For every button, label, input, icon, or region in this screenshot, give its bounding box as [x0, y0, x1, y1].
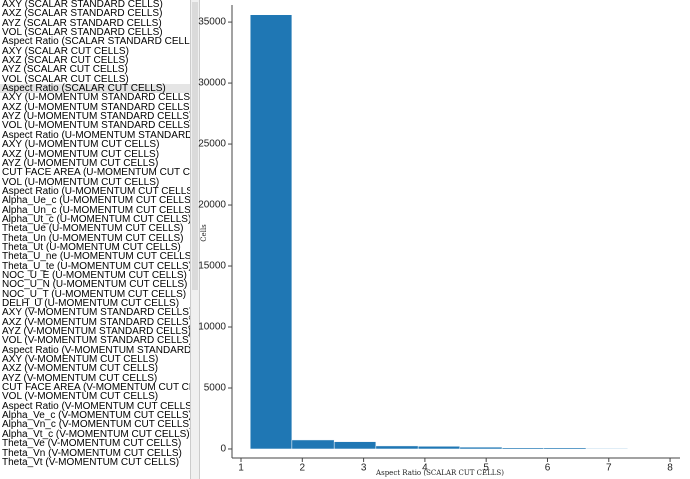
list-item[interactable]: VOL (U-MOMENTUM CUT CELLS): [2, 176, 160, 188]
list-item[interactable]: AXY (V-MOMENTUM CUT CELLS): [2, 354, 159, 366]
list-item[interactable]: Theta_Vn (V-MOMENTUM CUT CELLS): [2, 447, 182, 459]
list-item[interactable]: Theta_U_ne (U-MOMENTUM CUT CELLS): [2, 251, 191, 263]
x-tick-label: 3: [361, 463, 367, 474]
list-item[interactable]: AXZ (V-MOMENTUM STANDARD CELLS): [2, 316, 191, 328]
bar: [501, 447, 545, 450]
list-item[interactable]: Aspect Ratio (U-MOMENTUM CUT CELLS): [2, 185, 191, 197]
list-item[interactable]: AXY (SCALAR STANDARD CELLS): [2, 0, 163, 10]
list-item[interactable]: DELH_U (U-MOMENTUM CUT CELLS): [2, 298, 180, 309]
list-item[interactable]: Aspect Ratio (V-MOMENTUM STANDARD CELLS): [2, 344, 191, 356]
y-tick-label: 30000: [198, 78, 226, 89]
list-item[interactable]: Alpha_Vn_c (V-MOMENTUM CUT CELLS): [2, 419, 191, 431]
bar: [291, 439, 335, 450]
x-tick-label: 4: [422, 463, 428, 474]
list-item[interactable]: Theta_Ue (U-MOMENTUM CUT CELLS): [2, 223, 184, 235]
y-tick-label: 10000: [198, 322, 226, 333]
list-item[interactable]: AYZ (V-MOMENTUM STANDARD CELLS): [2, 326, 191, 338]
list-item[interactable]: Alpha_Ue_c (U-MOMENTUM CUT CELLS): [2, 195, 191, 207]
y-tick-label: 5000: [204, 383, 227, 394]
list-item[interactable]: NOC_U_T (U-MOMENTUM CUT CELLS): [2, 288, 187, 300]
list-item[interactable]: CUT FACE AREA (V-MOMENTUM CUT CELLS): [2, 382, 190, 394]
list-item[interactable]: Alpha_Ve_c (V-MOMENTUM CUT CELLS): [2, 410, 191, 422]
bar: [333, 441, 377, 450]
list-item[interactable]: Theta_Vt (V-MOMENTUM CUT CELLS): [2, 456, 180, 468]
list-item[interactable]: AXZ (U-MOMENTUM STANDARD CELLS): [2, 101, 191, 113]
list-item[interactable]: AYZ (SCALAR STANDARD CELLS): [2, 17, 162, 29]
bar: [543, 447, 587, 450]
list-item[interactable]: AYZ (V-MOMENTUM CUT CELLS): [2, 372, 158, 384]
list-item[interactable]: NOC_U_E (U-MOMENTUM CUT CELLS): [2, 269, 187, 281]
list-item[interactable]: Theta_U_te (U-MOMENTUM CUT CELLS): [2, 260, 191, 272]
list-item[interactable]: Theta_Un (U-MOMENTUM CUT CELLS): [2, 232, 184, 244]
x-axis-label: Aspect Ratio (SCALAR CUT CELLS): [375, 469, 504, 477]
bar: [375, 445, 419, 450]
bar: [249, 14, 293, 450]
bar: [459, 446, 503, 450]
x-tick-label: 5: [483, 463, 489, 474]
list-item[interactable]: Alpha_Un_c (U-MOMENTUM CUT CELLS): [2, 204, 191, 216]
variable-list: AXY (SCALAR STANDARD CELLS) AXZ (SCALAR S…: [0, 0, 191, 479]
list-item[interactable]: AXZ (SCALAR STANDARD CELLS): [2, 8, 163, 20]
list-item[interactable]: AXZ (V-MOMENTUM CUT CELLS): [2, 363, 158, 375]
scrollbar[interactable]: [191, 0, 200, 479]
list-item[interactable]: VOL (V-MOMENTUM CUT CELLS): [2, 391, 159, 403]
list-item[interactable]: VOL (SCALAR STANDARD CELLS): [2, 27, 163, 39]
bar: [585, 448, 629, 450]
x-tick-label: 8: [667, 463, 673, 474]
y-tick-label: 15000: [198, 261, 226, 272]
list-item[interactable]: AYZ (U-MOMENTUM STANDARD CELLS): [2, 111, 191, 123]
list-item[interactable]: AXZ (U-MOMENTUM CUT CELLS): [2, 148, 160, 160]
list-item[interactable]: Aspect Ratio (U-MOMENTUM STANDARD CELLS): [2, 129, 191, 141]
list-item[interactable]: AXY (V-MOMENTUM STANDARD CELLS): [2, 307, 191, 319]
y-tick-label: 0: [220, 444, 226, 455]
x-tick-label: 7: [606, 463, 612, 474]
list-item[interactable]: Aspect Ratio (SCALAR CUT CELLS): [0, 83, 190, 94]
list-item[interactable]: Alpha_Ut_c (U-MOMENTUM CUT CELLS): [2, 213, 191, 225]
list-item[interactable]: NOC_U_N (U-MOMENTUM CUT CELLS): [2, 279, 188, 291]
list-item[interactable]: Aspect Ratio (SCALAR STANDARD CELLS): [2, 36, 191, 48]
list-item[interactable]: Aspect Ratio (V-MOMENTUM CUT CELLS): [2, 400, 191, 412]
list-item[interactable]: AYZ (U-MOMENTUM CUT CELLS): [2, 157, 159, 169]
scrollbar-thumb[interactable]: [192, 2, 198, 290]
y-tick-label: 35000: [198, 17, 226, 28]
list-item[interactable]: VOL (SCALAR CUT CELLS): [2, 73, 129, 85]
list-item[interactable]: AYZ (SCALAR CUT CELLS): [2, 64, 128, 76]
list-item[interactable]: AXZ (SCALAR CUT CELLS): [2, 55, 129, 67]
list-item[interactable]: Alpha_Vt_c (V-MOMENTUM CUT CELLS): [2, 428, 190, 440]
x-tick-label: 2: [300, 463, 306, 474]
y-axis-label: Cells: [200, 224, 208, 242]
list-item[interactable]: VOL (U-MOMENTUM STANDARD CELLS): [2, 120, 191, 132]
list-item[interactable]: AXY (U-MOMENTUM CUT CELLS): [2, 139, 160, 151]
x-tick-label: 1: [238, 463, 244, 474]
y-tick-label: 20000: [198, 200, 226, 211]
list-item[interactable]: CUT FACE AREA (U-MOMENTUM CUT CELLS): [2, 167, 190, 179]
list-item[interactable]: AXY (U-MOMENTUM STANDARD CELLS): [2, 92, 191, 104]
list-item[interactable]: Theta_Ut (U-MOMENTUM CUT CELLS): [2, 241, 181, 253]
list-item[interactable]: Theta_Ve (V-MOMENTUM CUT CELLS): [2, 438, 182, 450]
bar: [417, 446, 461, 450]
list-item[interactable]: VOL (V-MOMENTUM STANDARD CELLS): [2, 335, 191, 347]
x-tick-label: 6: [545, 463, 551, 474]
y-tick-label: 25000: [198, 139, 226, 150]
list-item[interactable]: AXY (SCALAR CUT CELLS): [2, 45, 129, 57]
